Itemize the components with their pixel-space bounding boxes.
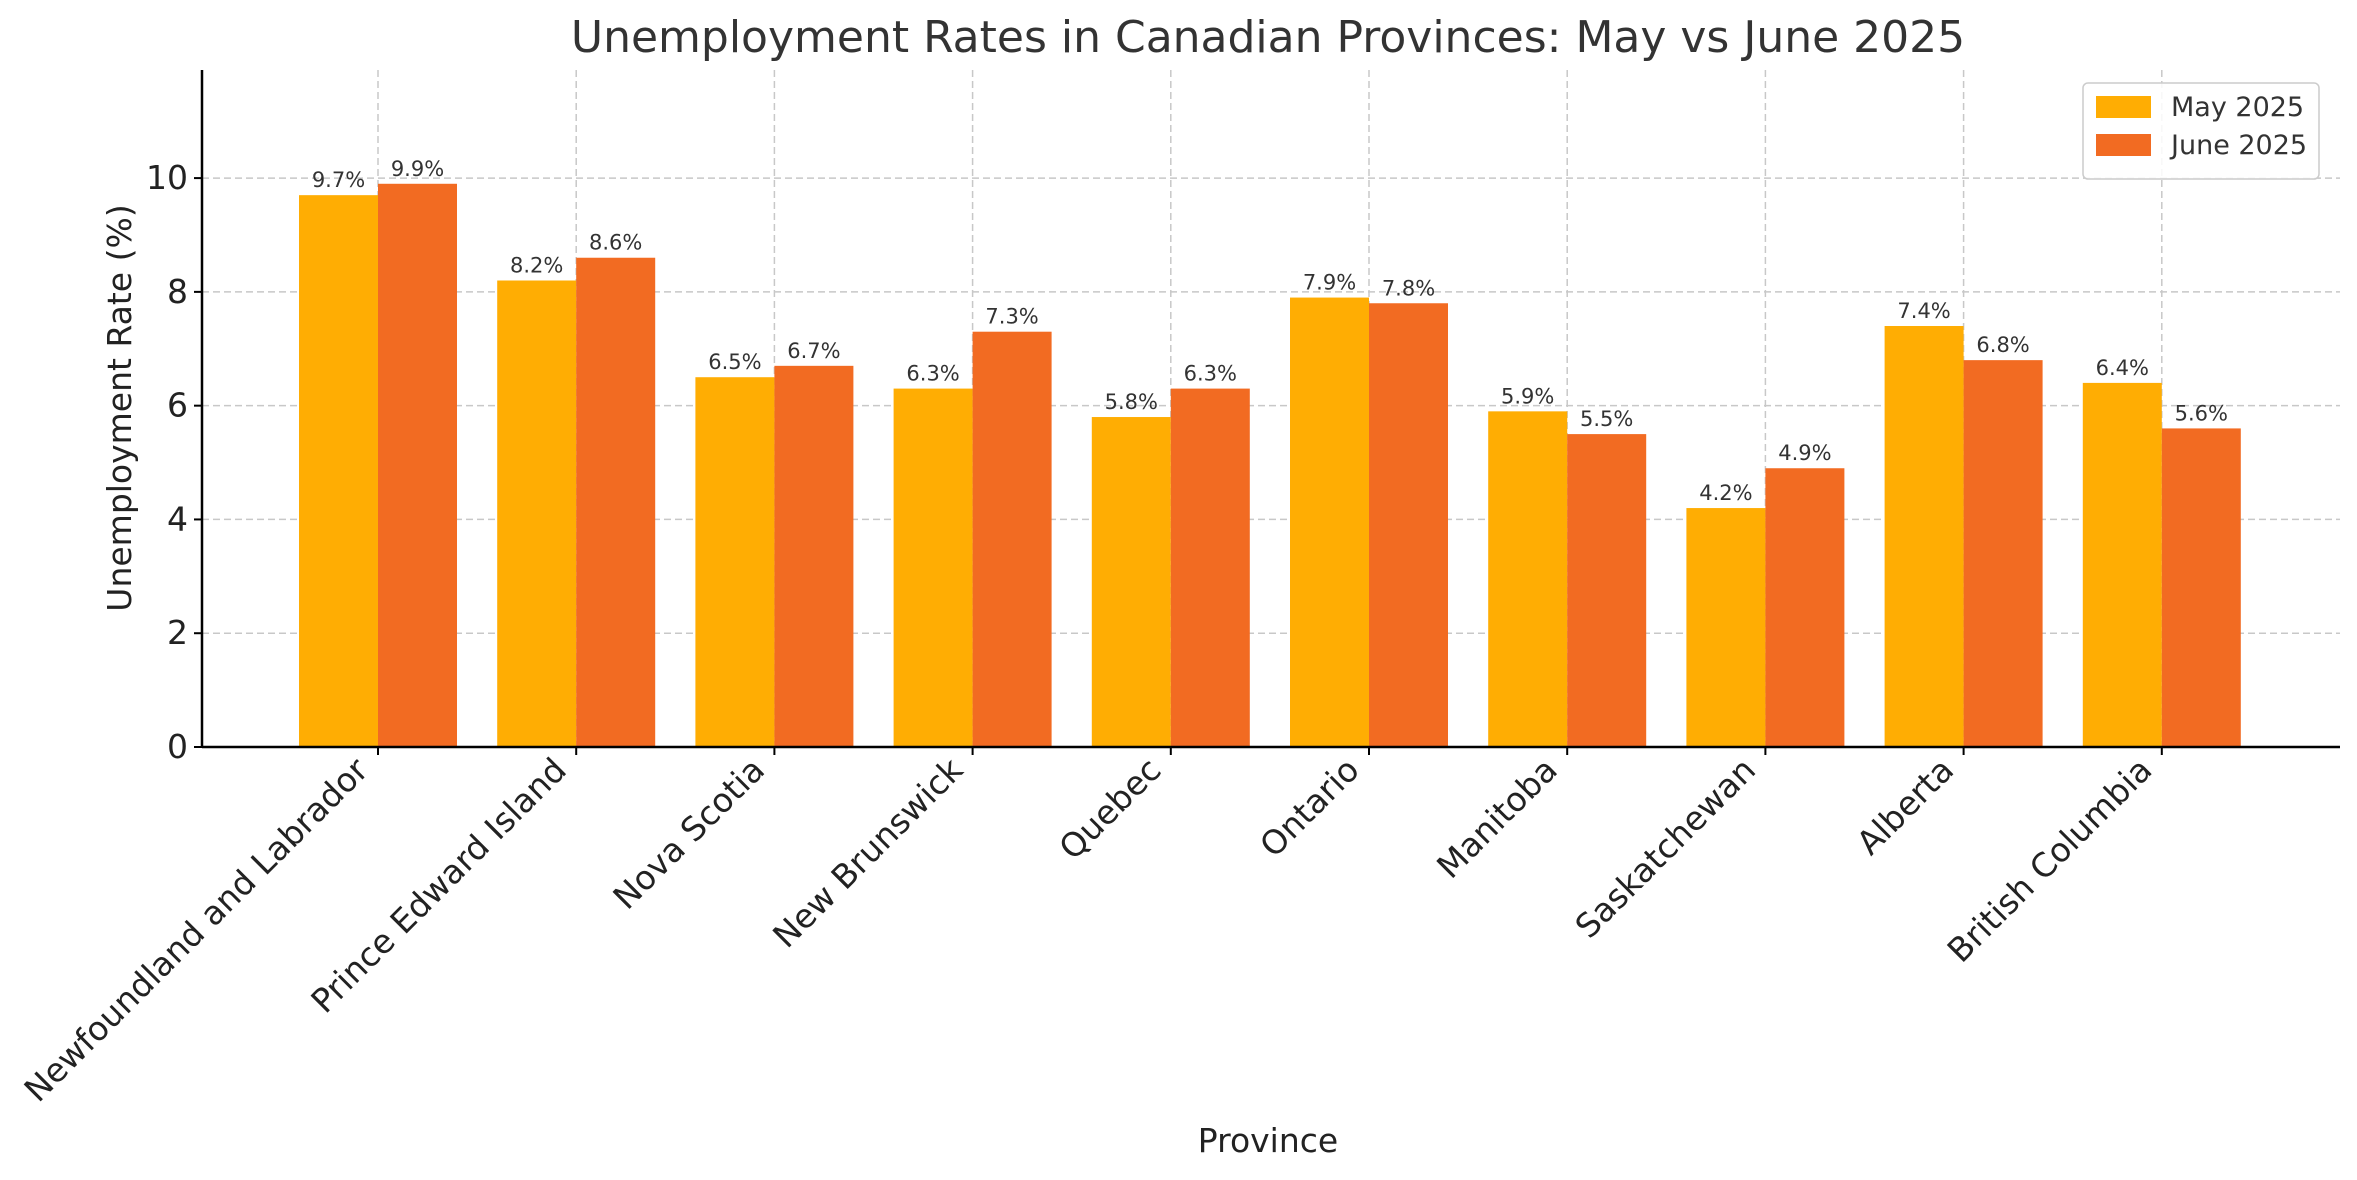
data-label: 6.4% xyxy=(2096,356,2149,380)
data-labels: 9.7% 8.2% 6.5% 6.3% 5.8% 7.9% 5.9% 4.2% 7.4% 6.4%… xyxy=(312,157,2228,505)
data-label: 8.6% xyxy=(589,231,642,255)
x-axis-label: Province xyxy=(1198,1121,1338,1160)
bars xyxy=(299,183,2241,748)
data-label: 9.9% xyxy=(391,157,444,181)
y-tick-label: 0 xyxy=(167,727,188,766)
data-label: 6.3% xyxy=(1184,362,1237,386)
x-tick-label: British Columbia xyxy=(1940,750,2160,970)
y-ticks: 0 2 4 6 8 10 xyxy=(146,158,202,766)
data-label: 7.8% xyxy=(1382,276,1435,300)
data-label: 6.8% xyxy=(1976,333,2029,357)
x-tick-label: Alberta xyxy=(1849,750,1961,862)
bar xyxy=(1091,417,1171,747)
bar xyxy=(497,280,577,747)
x-tick-label: Saskatchewan xyxy=(1568,750,1764,946)
bar xyxy=(893,388,973,747)
y-axis-label: Unemployment Rate (%) xyxy=(100,204,139,611)
bar xyxy=(299,195,378,747)
x-tick-label: Ontario xyxy=(1252,750,1367,865)
bar xyxy=(1686,508,1766,747)
data-label: 4.2% xyxy=(1699,481,1752,505)
x-tick-label: New Brunswick xyxy=(765,749,971,955)
bar xyxy=(1567,434,1647,747)
x-tick-label: Nova Scotia xyxy=(605,750,772,917)
bar xyxy=(378,183,457,748)
bar xyxy=(972,331,1052,747)
x-tick-label: Manitoba xyxy=(1429,750,1565,886)
data-label: 5.8% xyxy=(1105,390,1158,414)
data-label: 4.9% xyxy=(1778,441,1831,465)
legend: May 2025 June 2025 xyxy=(2082,82,2320,180)
y-tick-label: 2 xyxy=(167,613,188,652)
bar xyxy=(1290,297,1369,747)
bar xyxy=(695,377,775,747)
bar xyxy=(576,257,656,747)
y-tick-label: 6 xyxy=(167,386,188,425)
y-tick-label: 4 xyxy=(167,499,188,538)
legend-label: May 2025 xyxy=(2171,92,2304,123)
bar xyxy=(1884,326,1964,747)
data-label: 6.5% xyxy=(708,350,761,374)
bar xyxy=(1488,411,1568,747)
data-label: 5.9% xyxy=(1501,384,1554,408)
x-tick-label: Quebec xyxy=(1051,750,1168,867)
data-label: 6.3% xyxy=(906,362,959,386)
data-label: 9.7% xyxy=(312,168,365,192)
legend-swatch xyxy=(2096,134,2151,156)
data-label: 6.7% xyxy=(787,339,840,363)
data-label: 5.6% xyxy=(2175,401,2228,425)
bar xyxy=(1170,388,1250,747)
data-label: 7.3% xyxy=(985,305,1038,329)
data-label: 7.9% xyxy=(1303,271,1356,295)
data-label: 5.5% xyxy=(1580,407,1633,431)
y-tick-label: 8 xyxy=(167,272,188,311)
bar xyxy=(1963,360,2043,747)
x-tick-label: Newfoundland and Labrador xyxy=(16,750,375,1109)
bar xyxy=(1369,303,1448,747)
bar xyxy=(2082,382,2162,747)
data-label: 7.4% xyxy=(1897,299,1950,323)
y-tick-label: 10 xyxy=(146,158,188,197)
data-label: 8.2% xyxy=(510,253,563,277)
bar xyxy=(2161,428,2241,747)
chart-title: Unemployment Rates in Canadian Provinces… xyxy=(571,12,1965,63)
bar xyxy=(774,365,854,747)
legend-label: June 2025 xyxy=(2169,130,2307,161)
bar xyxy=(1765,468,1845,747)
legend-swatch xyxy=(2096,96,2151,118)
